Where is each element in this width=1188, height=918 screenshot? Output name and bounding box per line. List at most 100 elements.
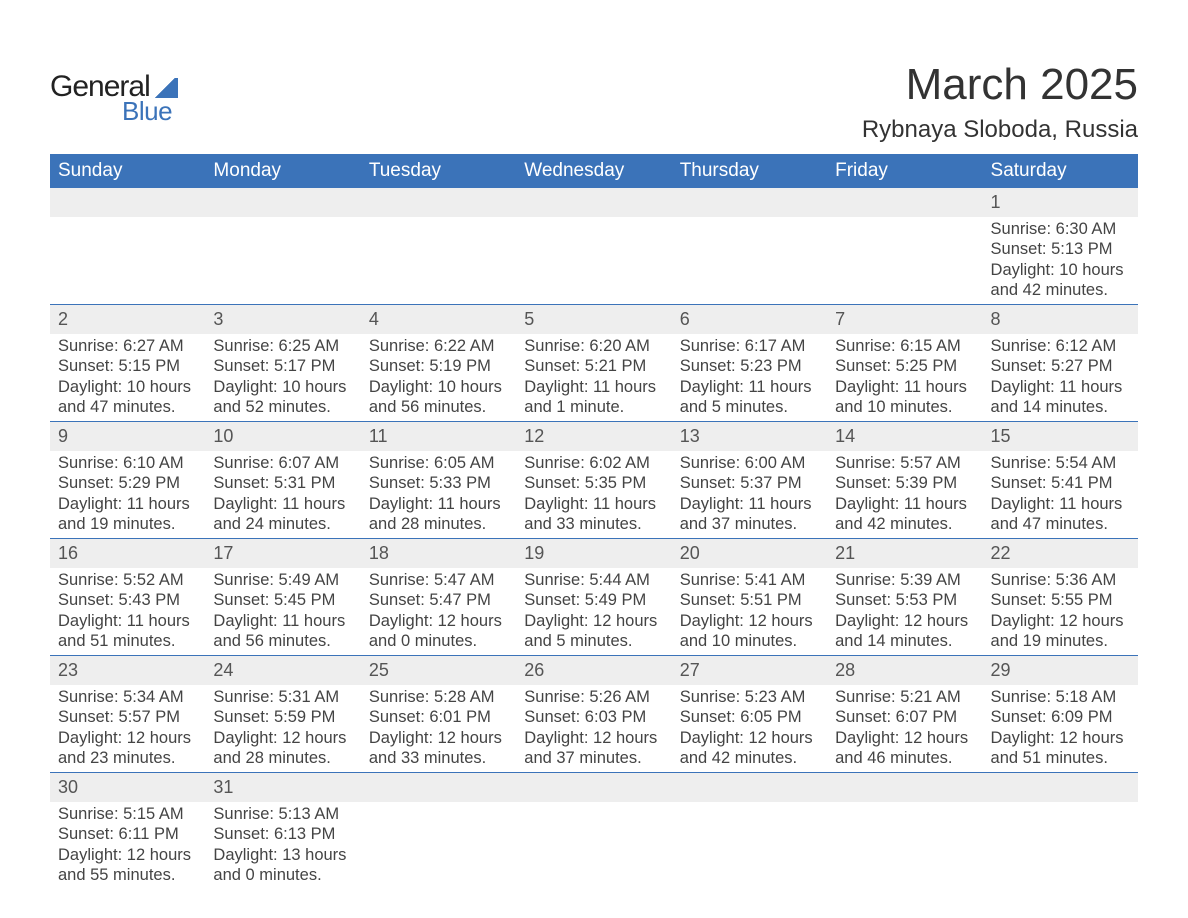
- calendar-cell: [983, 773, 1138, 890]
- calendar-cell: [672, 773, 827, 890]
- sunrise-text: Sunrise: 5:57 AM: [835, 453, 974, 474]
- calendar-cell: 7Sunrise: 6:15 AMSunset: 5:25 PMDaylight…: [827, 305, 982, 422]
- sunset-text: Sunset: 5:47 PM: [369, 590, 508, 611]
- day-number: 25: [361, 656, 516, 685]
- calendar-cell: 8Sunrise: 6:12 AMSunset: 5:27 PMDaylight…: [983, 305, 1138, 422]
- daylight-line2: and 14 minutes.: [835, 631, 974, 652]
- logo: General Blue: [50, 70, 178, 127]
- day-number: 30: [50, 773, 205, 802]
- calendar-header-row: Sunday Monday Tuesday Wednesday Thursday…: [50, 154, 1138, 188]
- day-number: 2: [50, 305, 205, 334]
- sunset-text: Sunset: 5:45 PM: [213, 590, 352, 611]
- day-number: 19: [516, 539, 671, 568]
- sunrise-text: Sunrise: 6:00 AM: [680, 453, 819, 474]
- col-sunday: Sunday: [50, 154, 205, 188]
- sunset-text: Sunset: 5:43 PM: [58, 590, 197, 611]
- day-data: Sunrise: 5:36 AMSunset: 5:55 PMDaylight:…: [983, 568, 1138, 656]
- day-data: Sunrise: 6:17 AMSunset: 5:23 PMDaylight:…: [672, 334, 827, 422]
- calendar-body: 1Sunrise: 6:30 AMSunset: 5:13 PMDaylight…: [50, 188, 1138, 889]
- sunrise-text: Sunrise: 6:22 AM: [369, 336, 508, 357]
- daylight-line1: Daylight: 12 hours: [213, 728, 352, 749]
- daylight-line2: and 52 minutes.: [213, 397, 352, 418]
- day-data: [516, 217, 671, 287]
- day-data: Sunrise: 5:41 AMSunset: 5:51 PMDaylight:…: [672, 568, 827, 656]
- day-number: 22: [983, 539, 1138, 568]
- daylight-line2: and 10 minutes.: [835, 397, 974, 418]
- sunset-text: Sunset: 5:13 PM: [991, 239, 1130, 260]
- calendar-cell: 21Sunrise: 5:39 AMSunset: 5:53 PMDayligh…: [827, 539, 982, 656]
- sunset-text: Sunset: 5:19 PM: [369, 356, 508, 377]
- sunset-text: Sunset: 6:09 PM: [991, 707, 1130, 728]
- day-number: 18: [361, 539, 516, 568]
- calendar-cell: 12Sunrise: 6:02 AMSunset: 5:35 PMDayligh…: [516, 422, 671, 539]
- daylight-line2: and 10 minutes.: [680, 631, 819, 652]
- col-saturday: Saturday: [983, 154, 1138, 188]
- calendar-cell: 25Sunrise: 5:28 AMSunset: 6:01 PMDayligh…: [361, 656, 516, 773]
- calendar-cell: [672, 188, 827, 305]
- calendar-cell: 17Sunrise: 5:49 AMSunset: 5:45 PMDayligh…: [205, 539, 360, 656]
- daylight-line2: and 42 minutes.: [991, 280, 1130, 301]
- day-data: Sunrise: 5:47 AMSunset: 5:47 PMDaylight:…: [361, 568, 516, 656]
- daylight-line2: and 33 minutes.: [524, 514, 663, 535]
- daylight-line2: and 5 minutes.: [680, 397, 819, 418]
- sunset-text: Sunset: 5:37 PM: [680, 473, 819, 494]
- sunset-text: Sunset: 5:31 PM: [213, 473, 352, 494]
- sunset-text: Sunset: 5:49 PM: [524, 590, 663, 611]
- day-number: 28: [827, 656, 982, 685]
- daylight-line2: and 1 minute.: [524, 397, 663, 418]
- calendar-cell: [516, 773, 671, 890]
- sunset-text: Sunset: 5:15 PM: [58, 356, 197, 377]
- daylight-line1: Daylight: 11 hours: [213, 494, 352, 515]
- day-number: 5: [516, 305, 671, 334]
- sunrise-text: Sunrise: 5:39 AM: [835, 570, 974, 591]
- sunset-text: Sunset: 6:07 PM: [835, 707, 974, 728]
- sunset-text: Sunset: 5:39 PM: [835, 473, 974, 494]
- daylight-line1: Daylight: 11 hours: [991, 494, 1130, 515]
- day-data: Sunrise: 6:25 AMSunset: 5:17 PMDaylight:…: [205, 334, 360, 422]
- daylight-line1: Daylight: 11 hours: [680, 494, 819, 515]
- daylight-line1: Daylight: 10 hours: [213, 377, 352, 398]
- daylight-line2: and 23 minutes.: [58, 748, 197, 769]
- col-friday: Friday: [827, 154, 982, 188]
- sunrise-text: Sunrise: 5:31 AM: [213, 687, 352, 708]
- sunrise-text: Sunrise: 6:12 AM: [991, 336, 1130, 357]
- daylight-line2: and 0 minutes.: [213, 865, 352, 886]
- calendar-week-row: 30Sunrise: 5:15 AMSunset: 6:11 PMDayligh…: [50, 773, 1138, 890]
- sunset-text: Sunset: 5:35 PM: [524, 473, 663, 494]
- sunrise-text: Sunrise: 5:52 AM: [58, 570, 197, 591]
- day-data: Sunrise: 5:54 AMSunset: 5:41 PMDaylight:…: [983, 451, 1138, 539]
- day-number: 7: [827, 305, 982, 334]
- day-data: Sunrise: 5:18 AMSunset: 6:09 PMDaylight:…: [983, 685, 1138, 773]
- calendar-cell: [50, 188, 205, 305]
- col-tuesday: Tuesday: [361, 154, 516, 188]
- daylight-line1: Daylight: 12 hours: [58, 845, 197, 866]
- day-data: [361, 802, 516, 872]
- day-data: [827, 217, 982, 287]
- daylight-line2: and 46 minutes.: [835, 748, 974, 769]
- day-number: [361, 773, 516, 802]
- day-data: [361, 217, 516, 287]
- day-data: Sunrise: 6:02 AMSunset: 5:35 PMDaylight:…: [516, 451, 671, 539]
- daylight-line1: Daylight: 11 hours: [680, 377, 819, 398]
- day-number: [827, 773, 982, 802]
- daylight-line2: and 24 minutes.: [213, 514, 352, 535]
- daylight-line2: and 51 minutes.: [58, 631, 197, 652]
- day-number: [516, 773, 671, 802]
- daylight-line1: Daylight: 13 hours: [213, 845, 352, 866]
- calendar-cell: [361, 773, 516, 890]
- sunrise-text: Sunrise: 6:15 AM: [835, 336, 974, 357]
- sunset-text: Sunset: 6:11 PM: [58, 824, 197, 845]
- calendar-cell: 31Sunrise: 5:13 AMSunset: 6:13 PMDayligh…: [205, 773, 360, 890]
- col-monday: Monday: [205, 154, 360, 188]
- sunset-text: Sunset: 5:17 PM: [213, 356, 352, 377]
- daylight-line1: Daylight: 12 hours: [58, 728, 197, 749]
- day-number: 23: [50, 656, 205, 685]
- calendar-table: Sunday Monday Tuesday Wednesday Thursday…: [50, 154, 1138, 889]
- daylight-line2: and 47 minutes.: [991, 514, 1130, 535]
- day-data: Sunrise: 5:39 AMSunset: 5:53 PMDaylight:…: [827, 568, 982, 656]
- daylight-line1: Daylight: 12 hours: [991, 728, 1130, 749]
- day-number: 16: [50, 539, 205, 568]
- col-wednesday: Wednesday: [516, 154, 671, 188]
- title-block: March 2025 Rybnaya Sloboda, Russia: [862, 20, 1138, 144]
- day-number: 14: [827, 422, 982, 451]
